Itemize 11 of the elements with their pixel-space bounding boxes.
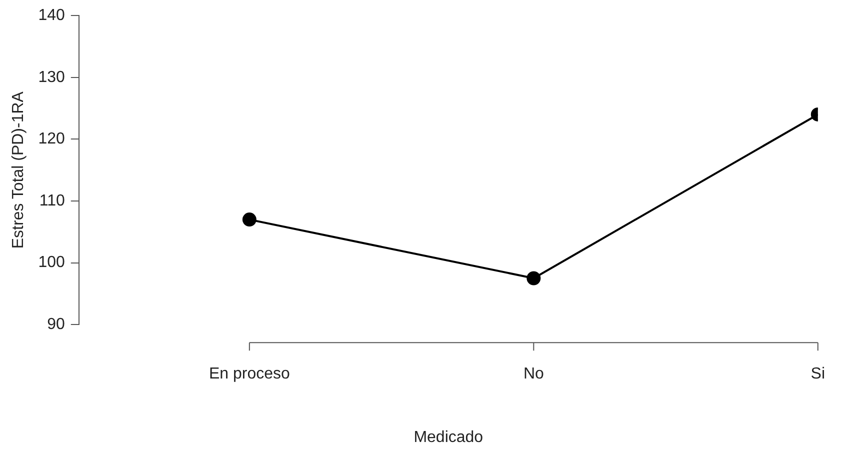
- x-tick-label: En proceso: [208, 366, 290, 383]
- y-tick-label: 140: [38, 7, 65, 24]
- y-tick-label: 120: [38, 130, 65, 148]
- x-axis-title: Medicado: [414, 428, 484, 446]
- y-tick-label: 110: [39, 192, 65, 210]
- y-tick-label: 90: [47, 316, 65, 334]
- x-tick-label: No: [523, 366, 544, 383]
- y-tick-label: 130: [38, 68, 65, 86]
- y-axis-title: Estres Total (PD)-1RA: [10, 91, 28, 249]
- y-tick-label: 100: [38, 254, 65, 272]
- x-tick-label: Si: [810, 366, 826, 383]
